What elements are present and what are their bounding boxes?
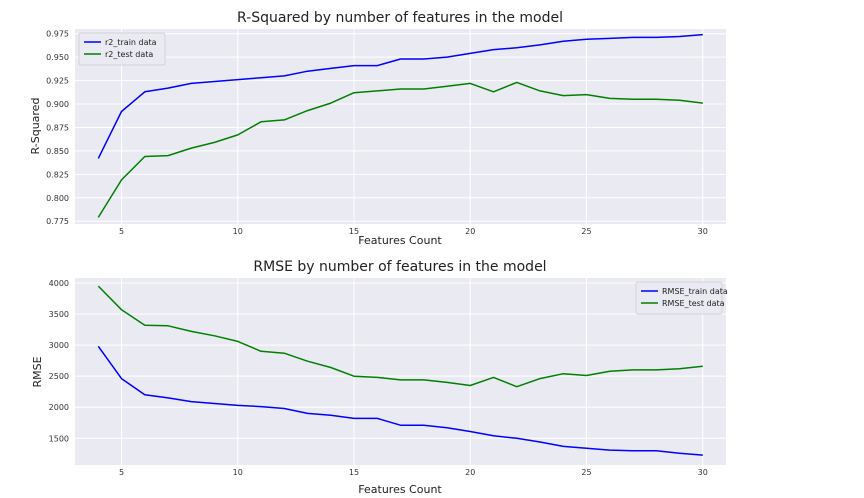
series-line-rmse-train-data xyxy=(97,345,703,456)
x-tick-label: 15 xyxy=(349,227,359,236)
x-tick-labels: 5 10 15 20 25 30 xyxy=(119,468,708,477)
y-tick-label: 0.900 xyxy=(46,100,69,109)
series-lines xyxy=(97,33,703,218)
x-axis-label: Features Count xyxy=(358,483,442,496)
y-axis-label: RMSE xyxy=(31,356,44,387)
x-tick-label: 10 xyxy=(233,227,243,236)
y-tick-label: 2000 xyxy=(49,403,69,412)
y-tick-labels: 0.775 0.800 0.825 0.850 0.875 0.900 0.925 0.950… xyxy=(46,30,69,227)
x-tick-label: 20 xyxy=(465,227,475,236)
chart-title: RMSE by number of features in the model xyxy=(253,259,546,275)
x-tick-label: 20 xyxy=(465,468,475,477)
plot-area xyxy=(75,278,726,465)
x-tick-label: 5 xyxy=(119,227,124,236)
legend-label: RMSE_test data xyxy=(662,299,725,308)
y-tick-label: 0.950 xyxy=(46,53,69,62)
grid-lines xyxy=(75,278,726,465)
y-tick-label: 0.925 xyxy=(46,77,69,86)
legend-label: r2_train data xyxy=(105,38,157,47)
series-line-r2-train-data xyxy=(97,33,703,159)
x-tick-label: 5 xyxy=(119,468,124,477)
x-tick-label: 10 xyxy=(233,468,243,477)
x-tick-label: 25 xyxy=(581,227,591,236)
y-tick-labels: 1500 2000 2500 3000 3500 4000 xyxy=(49,279,69,443)
y-tick-label: 3500 xyxy=(49,310,69,319)
x-tick-label: 30 xyxy=(698,227,708,236)
y-tick-label: 2500 xyxy=(49,372,69,381)
grid-lines xyxy=(75,29,726,224)
series-lines xyxy=(97,285,703,456)
series-line-rmse-test-data xyxy=(97,285,703,388)
y-tick-label: 0.875 xyxy=(46,123,69,132)
y-tick-label: 0.775 xyxy=(46,217,69,226)
legend-label: r2_test data xyxy=(105,50,153,59)
x-tick-label: 15 xyxy=(349,468,359,477)
series-line-r2-test-data xyxy=(97,81,703,218)
x-axis-label: Features Count xyxy=(358,234,442,247)
x-tick-label: 25 xyxy=(581,468,591,477)
legend-box xyxy=(635,281,723,315)
y-axis-label: R-Squared xyxy=(29,98,42,155)
y-tick-label: 0.975 xyxy=(46,30,69,39)
plot-area xyxy=(75,29,726,224)
y-tick-label: 0.850 xyxy=(46,147,69,156)
y-tick-label: 4000 xyxy=(49,279,69,288)
x-tick-label: 30 xyxy=(698,468,708,477)
y-tick-label: 3000 xyxy=(49,341,69,350)
legend: RMSE_train data RMSE_test data xyxy=(635,281,728,315)
rmse-chart: RMSE by number of features in the model … xyxy=(31,259,728,496)
chart-title: R-Squared by number of features in the m… xyxy=(237,10,563,26)
y-tick-label: 1500 xyxy=(49,434,69,443)
y-tick-label: 0.800 xyxy=(46,194,69,203)
legend-label: RMSE_train data xyxy=(662,287,728,296)
y-tick-label: 0.825 xyxy=(46,170,69,179)
x-tick-labels: 5 10 15 20 25 30 xyxy=(119,227,708,236)
legend-box xyxy=(78,32,166,66)
r-squared-chart: R-Squared by number of features in the m… xyxy=(29,10,726,247)
legend: r2_train data r2_test data xyxy=(78,32,166,66)
